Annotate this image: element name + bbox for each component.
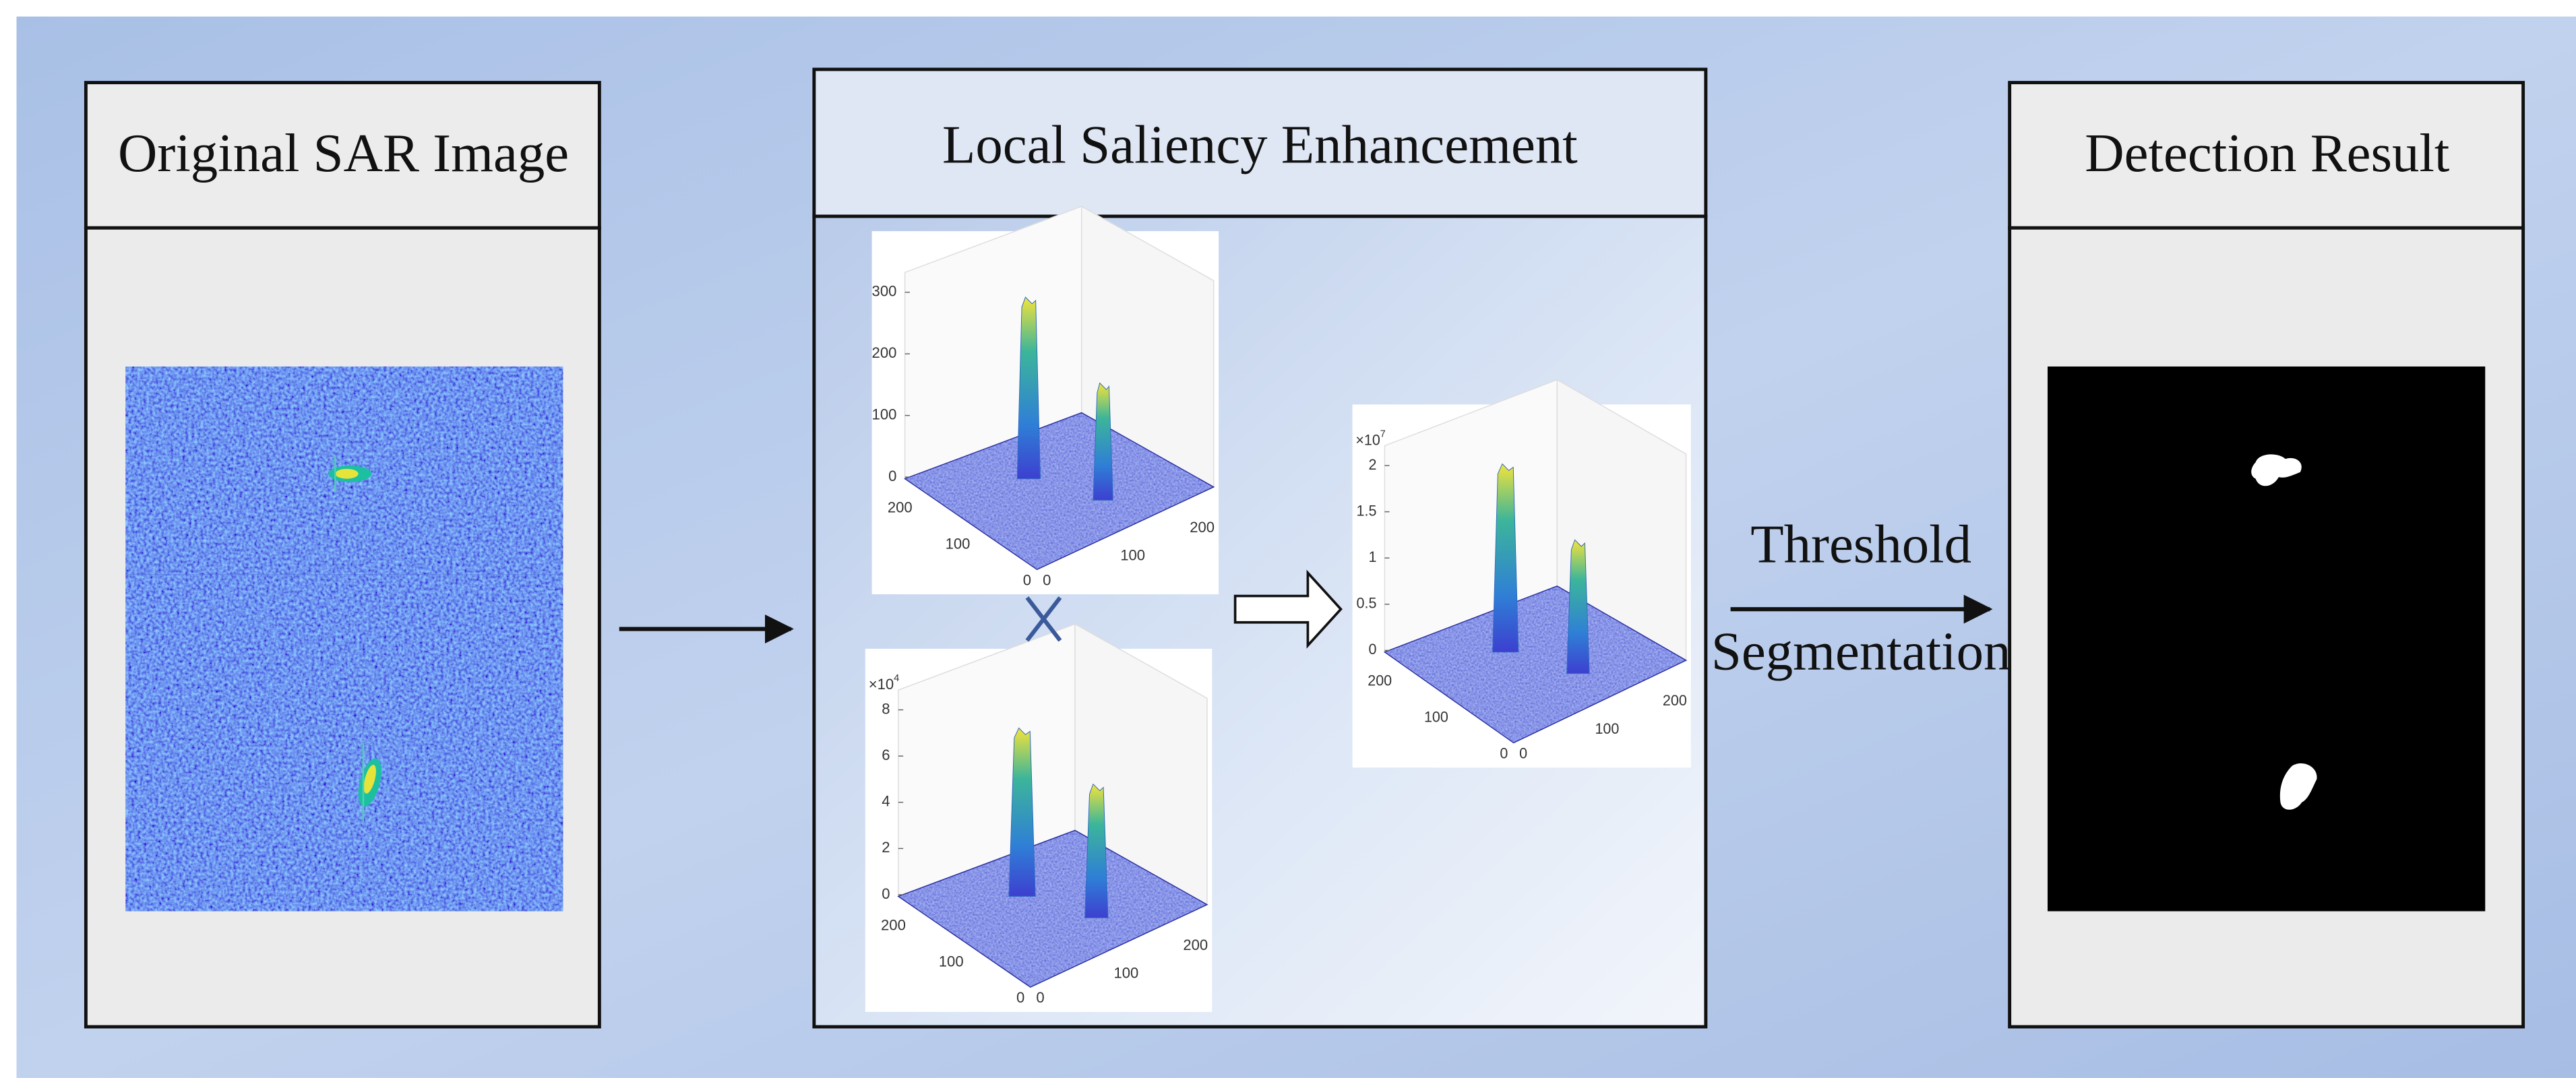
- z-tick-label: 300: [872, 283, 897, 300]
- z-tick-label: 200: [872, 344, 897, 361]
- y-tick-label: 0: [1500, 744, 1508, 761]
- y-tick-label: 100: [946, 535, 971, 552]
- multiplier-exponent: 7: [1380, 429, 1386, 439]
- y-tick-label: 100: [939, 953, 964, 970]
- z-tick-label: 0.5: [1357, 594, 1377, 611]
- x-tick-label: 100: [1120, 547, 1145, 564]
- z-tick-label: 1.5: [1357, 502, 1377, 519]
- panel-detection: Detection Result: [2010, 83, 2523, 1027]
- x-tick-label: 0: [1036, 989, 1044, 1006]
- panel-saliency: Local Saliency Enhancement 3002001000200…: [814, 69, 1706, 1027]
- x-tick-label: 0: [1519, 744, 1527, 761]
- z-tick-label: 2: [882, 839, 890, 856]
- x-tick-label: 100: [1595, 720, 1619, 737]
- z-tick-label: 0: [882, 885, 890, 902]
- multiplier-base: ×10: [869, 676, 894, 693]
- panel-original: Original SAR Image: [86, 83, 599, 1027]
- panel-title: Original SAR Image: [118, 123, 569, 183]
- z-tick-label: 8: [882, 700, 890, 717]
- binary-image: [2048, 367, 2485, 912]
- multiplier-exponent: 4: [894, 673, 899, 684]
- y-tick-label: 200: [881, 916, 906, 933]
- z-tick-label: 2: [1368, 456, 1376, 473]
- y-tick-label: 200: [888, 499, 913, 516]
- y-tick-label: 0: [1023, 571, 1031, 588]
- x-tick-label: 200: [1190, 519, 1215, 536]
- diagram: Original SAR Image Local Saliency Enhanc…: [0, 0, 2576, 1078]
- threshold-label: Segmentation: [1711, 622, 2011, 682]
- z-tick-label: 6: [882, 747, 890, 763]
- threshold-label: Threshold: [1750, 514, 1971, 574]
- x-tick-label: 100: [1114, 964, 1139, 981]
- y-tick-label: 100: [1424, 708, 1448, 725]
- z-tick-label: 1: [1368, 548, 1376, 565]
- x-tick-label: 200: [1663, 692, 1687, 709]
- z-tick-label: 100: [872, 406, 897, 422]
- z-tick-label: 4: [882, 793, 890, 810]
- y-tick-label: 0: [1016, 989, 1024, 1006]
- panel-title: Local Saliency Enhancement: [942, 115, 1578, 175]
- x-tick-label: 200: [1183, 937, 1208, 953]
- panel-title: Detection Result: [2085, 123, 2449, 183]
- multiplier-base: ×10: [1355, 431, 1380, 448]
- z-tick-label: 0: [888, 468, 896, 484]
- z-tick-label: 0: [1368, 641, 1376, 658]
- x-tick-label: 0: [1043, 571, 1051, 588]
- y-tick-label: 200: [1368, 672, 1392, 689]
- sar-image: [125, 367, 563, 912]
